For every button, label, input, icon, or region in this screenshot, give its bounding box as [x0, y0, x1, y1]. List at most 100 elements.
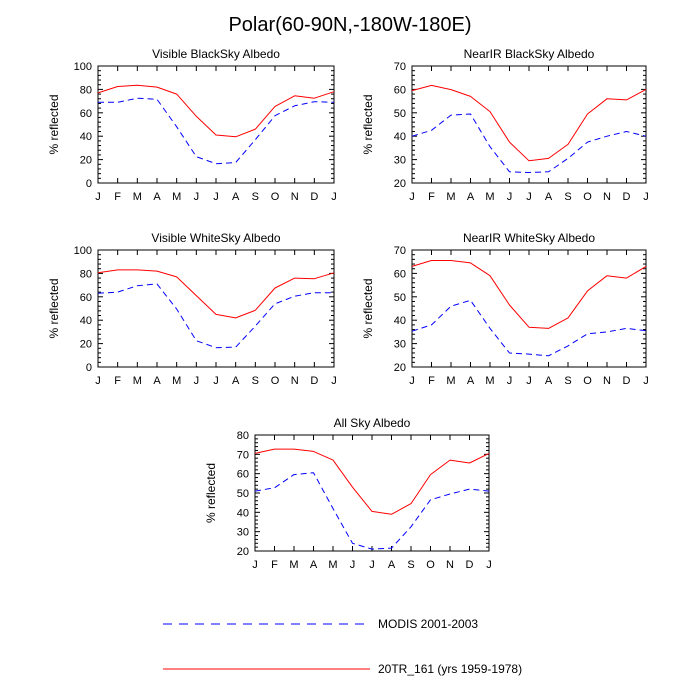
x-tick-label: A	[232, 191, 240, 203]
x-tick-label: J	[507, 191, 513, 203]
panel-title: NearIR WhiteSky Albedo	[463, 231, 595, 245]
y-tick-label: 70	[394, 61, 406, 73]
x-tick-label: F	[428, 191, 435, 203]
y-tick-label: 100	[74, 245, 92, 257]
x-tick-label: M	[172, 191, 181, 203]
x-tick-label: J	[643, 375, 649, 387]
y-tick-label: 40	[80, 131, 92, 143]
x-tick-label: J	[369, 559, 375, 571]
x-tick-label: M	[446, 191, 455, 203]
x-tick-label: J	[409, 375, 415, 387]
series-line-modis	[98, 97, 335, 165]
x-tick-label: J	[643, 191, 649, 203]
x-tick-label: S	[407, 559, 414, 571]
x-tick-label: D	[310, 191, 318, 203]
series-line-20tr	[411, 260, 647, 329]
y-tick-label: 40	[237, 507, 249, 519]
series-line-20tr	[411, 84, 647, 162]
y-tick-label: 20	[80, 155, 92, 167]
x-tick-label: S	[564, 191, 571, 203]
series-line-modis	[411, 299, 647, 357]
x-tick-label: A	[153, 375, 161, 387]
x-tick-label: M	[446, 375, 455, 387]
y-axis-label: % reflected	[204, 463, 218, 523]
y-tick-label: 30	[394, 155, 406, 167]
y-tick-label: 70	[394, 245, 406, 257]
y-tick-label: 30	[394, 339, 406, 351]
y-axis-label: % reflected	[361, 94, 375, 154]
y-tick-label: 20	[237, 546, 249, 558]
x-tick-label: O	[271, 191, 280, 203]
legend-item-modis: MODIS 2001-2003	[163, 617, 478, 631]
plot-frame	[97, 249, 335, 368]
panel-title: NearIR BlackSky Albedo	[464, 47, 595, 61]
x-tick-label: M	[133, 375, 142, 387]
series-line-20tr	[254, 448, 490, 515]
x-tick-label: M	[485, 375, 494, 387]
x-tick-label: D	[623, 191, 631, 203]
y-tick-label: 20	[394, 362, 406, 374]
x-tick-label: J	[213, 375, 219, 387]
x-tick-label: M	[328, 559, 337, 571]
x-tick-label: F	[114, 191, 121, 203]
y-tick-label: 80	[80, 84, 92, 96]
y-tick-label: 60	[80, 292, 92, 304]
y-tick-label: 50	[237, 488, 249, 500]
plot-frame	[411, 65, 647, 184]
y-tick-label: 60	[394, 84, 406, 96]
legend-label-modis: MODIS 2001-2003	[378, 617, 478, 631]
x-tick-label: S	[564, 375, 571, 387]
x-tick-label: A	[545, 191, 553, 203]
series-line-modis	[97, 283, 334, 349]
x-tick-label: A	[310, 559, 318, 571]
plot-frame	[254, 434, 490, 552]
y-axis-label: % reflected	[47, 278, 61, 338]
figure-title: Polar(60-90N,-180W-180E)	[228, 14, 471, 36]
series-line-modis	[254, 472, 490, 550]
x-tick-label: D	[623, 375, 631, 387]
x-tick-label: J	[252, 559, 258, 571]
plot-frame	[97, 65, 335, 184]
y-tick-label: 20	[80, 339, 92, 351]
x-tick-label: J	[331, 375, 337, 387]
x-tick-label: J	[409, 191, 415, 203]
x-tick-label: N	[603, 375, 611, 387]
x-tick-label: J	[350, 559, 356, 571]
x-tick-label: J	[194, 191, 200, 203]
x-tick-label: O	[583, 191, 592, 203]
series-line-20tr	[97, 269, 335, 319]
x-tick-label: A	[467, 375, 475, 387]
y-tick-label: 0	[86, 178, 92, 190]
y-tick-label: 80	[237, 430, 249, 442]
panel-title: Visible WhiteSky Albedo	[151, 231, 281, 245]
y-axis-label: % reflected	[361, 278, 375, 338]
x-tick-label: F	[271, 559, 278, 571]
legend-item-20tr: 20TR_161 (yrs 1959-1978)	[163, 662, 522, 676]
x-tick-label: J	[95, 375, 101, 387]
y-tick-label: 70	[237, 449, 249, 461]
series-line-modis	[411, 113, 647, 173]
series-line-20tr	[97, 84, 335, 138]
x-tick-label: J	[194, 375, 200, 387]
x-tick-label: N	[291, 191, 299, 203]
x-tick-label: F	[428, 375, 435, 387]
x-tick-label: J	[331, 191, 337, 203]
x-tick-label: F	[114, 375, 121, 387]
x-tick-label: J	[95, 191, 101, 203]
y-tick-label: 30	[237, 527, 249, 539]
x-tick-label: N	[603, 191, 611, 203]
y-tick-label: 20	[394, 178, 406, 190]
y-tick-label: 100	[74, 61, 92, 73]
y-tick-label: 50	[394, 108, 406, 120]
x-tick-label: S	[252, 375, 259, 387]
y-tick-label: 40	[394, 315, 406, 327]
y-tick-label: 60	[80, 108, 92, 120]
x-tick-label: J	[213, 191, 219, 203]
y-tick-label: 50	[394, 292, 406, 304]
x-tick-label: N	[446, 559, 454, 571]
y-tick-label: 60	[237, 469, 249, 481]
